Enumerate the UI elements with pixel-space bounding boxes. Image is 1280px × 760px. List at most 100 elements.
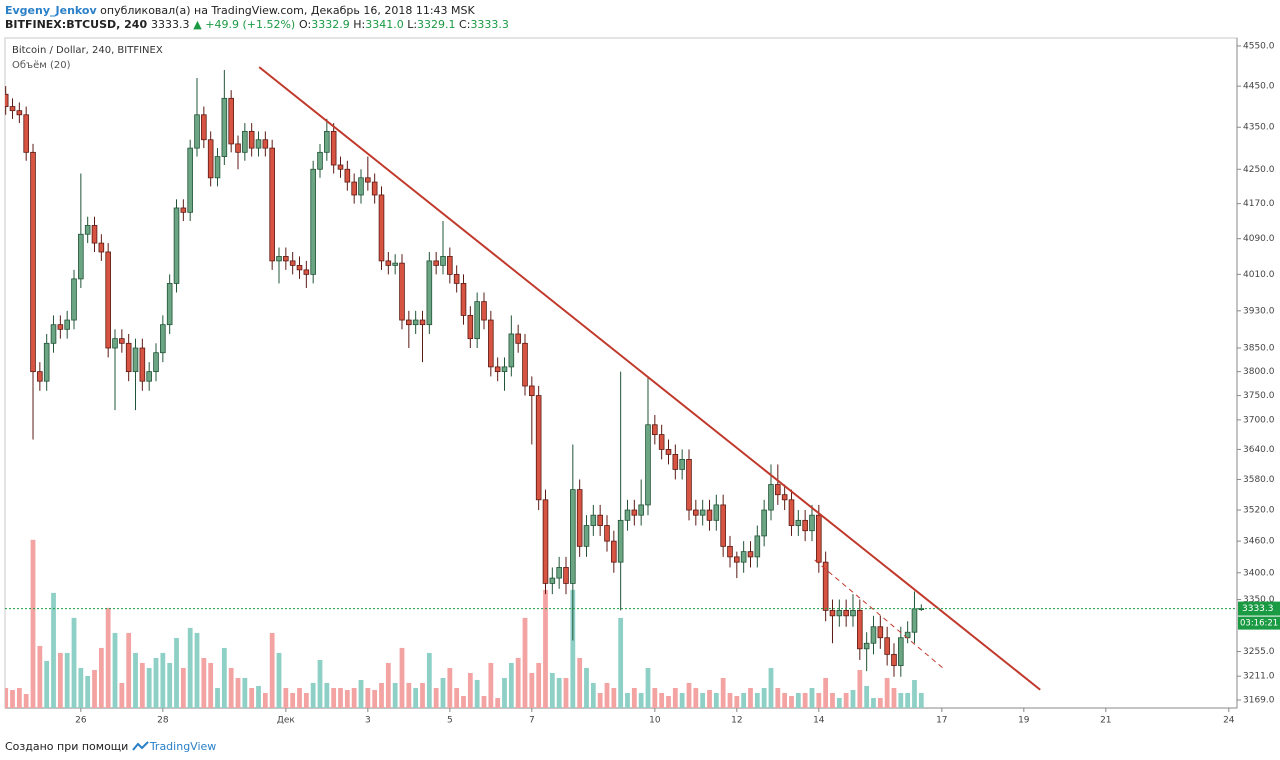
- candle-body: [494, 366, 501, 373]
- volume-bar: [795, 692, 801, 708]
- candle-body: [64, 319, 70, 330]
- volume-bar: [843, 692, 849, 708]
- candle-body: [501, 366, 508, 373]
- series: [5, 66, 1041, 708]
- candle-body: [597, 514, 603, 526]
- candle-body: [898, 637, 904, 666]
- y-tick-label: 3350.0: [1243, 595, 1275, 605]
- y-tick-label: 3460.0: [1243, 537, 1275, 547]
- candle-body: [378, 194, 385, 262]
- volume-bar: [338, 687, 343, 708]
- candle-body: [822, 561, 829, 611]
- volume-bar: [590, 682, 596, 708]
- volume-bar: [433, 687, 439, 708]
- volume-bar: [379, 682, 384, 708]
- volume-bar: [392, 682, 398, 708]
- volume-bar: [645, 667, 651, 708]
- x-tick-label: 26: [75, 716, 87, 726]
- volume-bar: [789, 695, 794, 708]
- candle-body: [508, 333, 515, 368]
- y-tick-label: 3169.0: [1243, 695, 1275, 705]
- candle-body: [262, 139, 269, 149]
- volume-bar: [461, 695, 466, 708]
- volume-bar: [23, 693, 29, 708]
- volume-bar: [256, 685, 261, 708]
- candle-body: [207, 139, 214, 179]
- candle-body: [460, 283, 467, 316]
- candle-body: [310, 168, 316, 275]
- logo: [132, 741, 149, 751]
- volume-bar: [51, 592, 56, 708]
- x-tick-label: 10: [649, 716, 661, 726]
- candle-body: [652, 424, 658, 435]
- volume-bar: [426, 652, 432, 708]
- y-tick-label: 3700.0: [1243, 415, 1275, 425]
- candle-body: [802, 519, 808, 532]
- candle-body: [877, 626, 884, 639]
- volume-bar: [782, 692, 788, 708]
- candle-body: [344, 168, 351, 183]
- y-tick-label: 3211.0: [1243, 672, 1275, 682]
- candle-body: [809, 514, 815, 532]
- volume-bar: [597, 692, 603, 708]
- volume-bar: [549, 672, 555, 708]
- candle-body: [679, 458, 685, 470]
- volume-bar: [891, 687, 897, 708]
- candle-body: [201, 114, 207, 141]
- author[interactable]: Evgeny_Jenkov: [5, 4, 97, 17]
- volume-bar: [447, 667, 453, 708]
- volume-bar: [488, 662, 494, 708]
- candle-body: [194, 114, 200, 149]
- candle-body: [665, 449, 672, 455]
- volume-bar: [857, 669, 863, 708]
- volume-bar: [167, 662, 173, 708]
- y-tick-label: 3255.0: [1243, 647, 1275, 657]
- volume-bar: [481, 695, 487, 708]
- volume-bar: [228, 667, 234, 708]
- x-tick-label: 24: [1223, 716, 1235, 726]
- candle-body: [9, 106, 16, 112]
- volume-bar: [174, 637, 179, 708]
- candle-body: [720, 504, 726, 547]
- volume-bar: [570, 589, 576, 708]
- x-tick-label: 19: [1018, 716, 1030, 726]
- candle-body: [713, 504, 720, 521]
- volume-bar: [16, 687, 22, 708]
- candle-body: [16, 110, 23, 116]
- x-tick-label: 7: [529, 716, 535, 726]
- y-tick-label: 3400.0: [1243, 568, 1275, 578]
- volume-bar: [556, 677, 562, 708]
- volume-bar: [713, 692, 719, 708]
- candle-body: [542, 499, 549, 584]
- candle-body: [474, 301, 480, 340]
- candle-body: [884, 637, 890, 655]
- volume-bar: [816, 692, 822, 708]
- candle-body: [317, 151, 323, 170]
- volume-bar: [317, 659, 323, 708]
- x-tick-label: 12: [731, 716, 742, 726]
- candle-body: [795, 519, 802, 526]
- candle-body: [419, 319, 426, 326]
- candle-body: [788, 499, 795, 526]
- candle-body: [146, 371, 152, 382]
- candle-body: [535, 395, 542, 501]
- candle-body: [672, 454, 679, 470]
- candle-body: [358, 177, 364, 196]
- volume-bar: [877, 697, 883, 708]
- candle-body: [71, 278, 77, 321]
- footer-brand[interactable]: TradingView: [149, 740, 217, 753]
- y-tick-label: 4450.0: [1243, 82, 1275, 92]
- volume-bar: [221, 647, 227, 708]
- y-tick-label: 4250.0: [1243, 165, 1275, 175]
- candle-body: [488, 319, 494, 368]
- candle-body: [529, 385, 535, 396]
- candle-body: [556, 567, 562, 579]
- volume-bar: [119, 682, 125, 708]
- volume-bar: [467, 672, 473, 708]
- volume-bar: [215, 687, 220, 708]
- volume-bar: [269, 632, 275, 708]
- ohlc-label: C:: [459, 18, 471, 31]
- volume-bar: [508, 662, 514, 708]
- y-tick-label: 3800.0: [1243, 367, 1275, 377]
- candle-body: [283, 256, 289, 262]
